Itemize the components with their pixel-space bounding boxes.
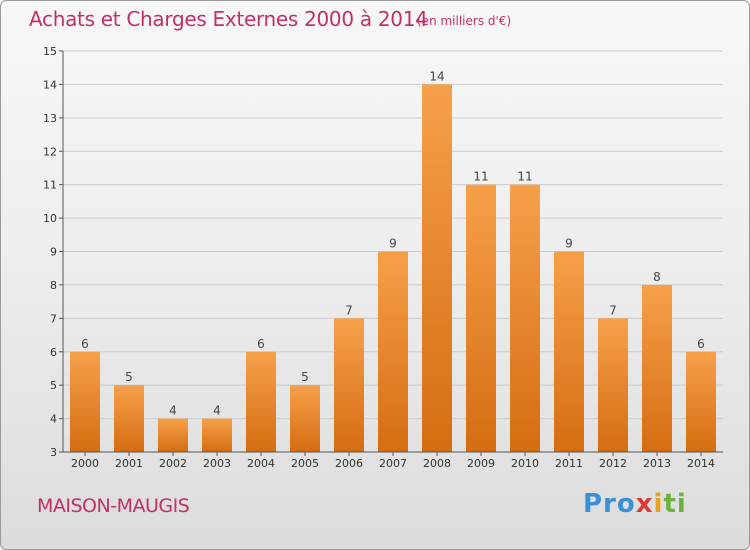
commune-name: MAISON-MAUGIS (37, 495, 190, 517)
proxiti-logo: Proxiti (583, 489, 687, 519)
data-label-2007: 9 (389, 237, 397, 251)
data-label-2001: 5 (125, 370, 133, 384)
data-label-2004: 6 (257, 337, 265, 351)
axes (59, 50, 723, 456)
chart-title: Achats et Charges Externes 2000 à 2014 (29, 7, 428, 31)
labels: 3 4 5 6 7 8 9 10 11 12 13 14 15 6 2000 5 2001 4 2002 4 2003 6… (43, 45, 715, 470)
bar-2003 (202, 418, 232, 452)
y-tick-label: 10 (43, 212, 57, 225)
x-tick-label-2006: 2006 (335, 457, 363, 470)
y-tick-label: 7 (50, 312, 57, 325)
x-tick-label-2013: 2013 (643, 457, 671, 470)
y-tick-label: 15 (43, 45, 57, 58)
y-tick-label: 6 (50, 346, 57, 359)
bar-2007 (378, 251, 408, 452)
data-label-2014: 6 (697, 337, 705, 351)
y-tick-label: 12 (43, 145, 57, 158)
bar-2013 (642, 284, 672, 452)
bar-2000 (70, 351, 100, 452)
bar-2002 (158, 418, 188, 452)
data-label-2009: 11 (473, 170, 488, 184)
bar-2001 (114, 385, 144, 452)
data-label-2013: 8 (653, 270, 661, 284)
x-tick-label-2012: 2012 (599, 457, 627, 470)
bar-2014 (686, 351, 716, 452)
chart-subtitle: (en milliers d'€) (417, 14, 512, 28)
data-label-2002: 4 (169, 404, 177, 418)
data-label-2010: 11 (517, 170, 532, 184)
y-tick-label: 8 (50, 279, 57, 292)
data-label-2012: 7 (609, 303, 617, 317)
y-tick-label: 14 (43, 78, 57, 91)
x-tick-label-2001: 2001 (115, 457, 143, 470)
x-tick-label-2002: 2002 (159, 457, 187, 470)
y-tick-label: 5 (50, 379, 57, 392)
bars (70, 84, 716, 453)
x-tick-label-2005: 2005 (291, 457, 319, 470)
bar-2008 (422, 84, 452, 453)
x-tick-label-2000: 2000 (71, 457, 99, 470)
y-tick-label: 13 (43, 112, 57, 125)
y-tick-label: 4 (50, 413, 57, 426)
x-tick-label-2010: 2010 (511, 457, 539, 470)
x-tick-label-2009: 2009 (467, 457, 495, 470)
bar-2004 (246, 351, 276, 452)
x-tick-label-2011: 2011 (555, 457, 583, 470)
bar-2005 (290, 385, 320, 452)
bar-2009 (466, 184, 496, 452)
y-tick-label: 3 (50, 446, 57, 459)
x-tick-label-2004: 2004 (247, 457, 275, 470)
data-label-2011: 9 (565, 237, 573, 251)
data-label-2005: 5 (301, 370, 309, 384)
x-tick-label-2003: 2003 (203, 457, 231, 470)
bar-2010 (510, 184, 540, 452)
bar-2006 (334, 318, 364, 452)
y-tick-label: 11 (43, 179, 57, 192)
x-tick-label-2008: 2008 (423, 457, 451, 470)
data-label-2003: 4 (213, 404, 221, 418)
y-tick-label: 9 (50, 246, 57, 259)
bar-2011 (554, 251, 584, 452)
data-label-2008: 14 (429, 69, 444, 83)
x-tick-label-2014: 2014 (687, 457, 715, 470)
bar-2012 (598, 318, 628, 452)
data-label-2000: 6 (81, 337, 89, 351)
x-tick-label-2007: 2007 (379, 457, 407, 470)
data-label-2006: 7 (345, 303, 353, 317)
